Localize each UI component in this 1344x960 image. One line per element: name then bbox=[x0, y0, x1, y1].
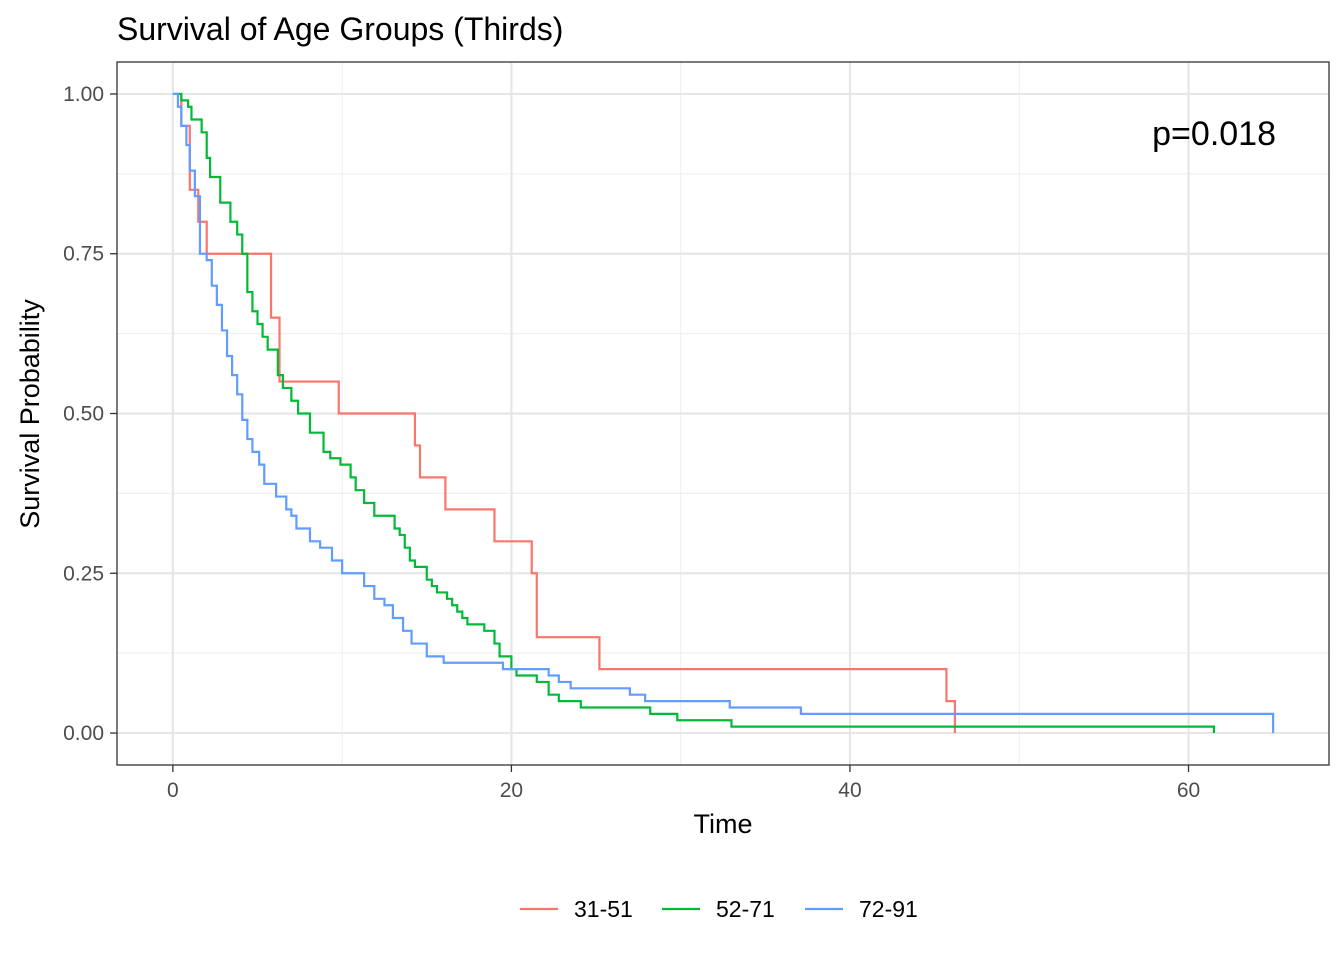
minor-gridlines bbox=[117, 62, 1329, 765]
x-tick-label: 40 bbox=[838, 779, 861, 802]
legend-label-31-51: 31-51 bbox=[574, 896, 633, 922]
y-tick-label: 0.00 bbox=[63, 722, 104, 745]
p-value-annotation: p=0.018 bbox=[1152, 115, 1276, 153]
major-gridlines bbox=[117, 62, 1329, 765]
y-tick-label: 0.50 bbox=[63, 403, 104, 426]
chart-title: Survival of Age Groups (Thirds) bbox=[117, 11, 563, 47]
legend-label-72-91: 72-91 bbox=[859, 896, 918, 922]
x-tick-label: 60 bbox=[1177, 779, 1200, 802]
x-axis-title: Time bbox=[694, 809, 753, 839]
y-axis-title: Survival Probability bbox=[15, 299, 45, 529]
x-tick-label: 0 bbox=[167, 779, 179, 802]
legend-label-52-71: 52-71 bbox=[716, 896, 775, 922]
y-tick-label: 0.75 bbox=[63, 243, 104, 266]
y-axis-ticks: 0.00 0.25 0.50 0.75 1.00 bbox=[63, 83, 117, 745]
x-tick-label: 20 bbox=[500, 779, 523, 802]
x-axis-ticks: 0 20 40 60 bbox=[167, 765, 1200, 802]
legend: 31-51 52-71 72-91 bbox=[520, 896, 918, 922]
survival-curves bbox=[172, 92, 1275, 734]
y-tick-label: 1.00 bbox=[63, 83, 104, 106]
curve-31-51 bbox=[172, 92, 957, 734]
curve-72-91 bbox=[172, 92, 1275, 734]
y-tick-label: 0.25 bbox=[63, 562, 104, 585]
